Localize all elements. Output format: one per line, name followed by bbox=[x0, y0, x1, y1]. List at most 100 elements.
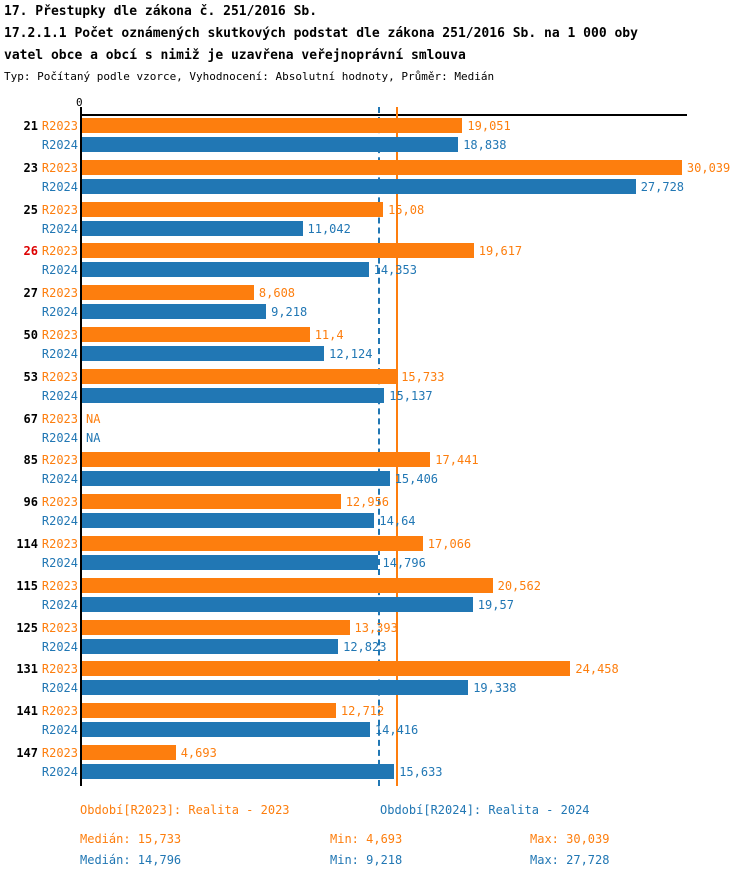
bar-value-label: 14,416 bbox=[374, 723, 419, 738]
chart-category-row: 50 R2023 11,4 R2024 12,124 bbox=[0, 327, 750, 369]
stat-min-r2023: Min: 4,693 bbox=[330, 832, 403, 846]
bar-value-label: 14,353 bbox=[373, 263, 417, 278]
bar-r2024 bbox=[82, 764, 395, 779]
chart-category-row: 27 R2023 8,608 R2024 9,218 bbox=[0, 285, 750, 327]
chart-rows: 21 R2023 19,051 R2024 18,838 23 R2023 30,039 R20… bbox=[0, 118, 750, 787]
bar-r2024 bbox=[82, 178, 636, 194]
offenses-bar-chart: 17. Přestupky dle zákona č. 251/2016 Sb.… bbox=[0, 4, 750, 787]
series-label-r2024: R2024 bbox=[41, 723, 78, 738]
series-label-r2024: R2024 bbox=[41, 639, 78, 654]
category-label: 26 bbox=[23, 244, 38, 259]
series-label-r2024: R2024 bbox=[41, 305, 78, 320]
x-axis-zero-tick-label: 0 bbox=[76, 96, 83, 109]
bar-value-label: 12,124 bbox=[329, 347, 373, 361]
category-label: 141 bbox=[16, 704, 38, 719]
series-label-r2024: R2024 bbox=[41, 347, 78, 361]
bar-value-label: 19,051 bbox=[467, 119, 511, 133]
bar-value-label: 11,4 bbox=[314, 328, 344, 342]
series-label-r2023: R2023 bbox=[41, 453, 78, 468]
median-line-r2023 bbox=[396, 107, 399, 786]
series-label-r2024: R2024 bbox=[41, 221, 78, 236]
category-label: 96 bbox=[23, 495, 38, 510]
bar-value-label: NA bbox=[86, 411, 101, 426]
bar-value-label: 13,393 bbox=[354, 620, 398, 635]
bar-value-label: 18,838 bbox=[463, 138, 507, 152]
median-line-r2024 bbox=[377, 107, 380, 786]
chart-category-row: 67 R2023 NA R2024 NA bbox=[0, 411, 750, 453]
series-label-r2023: R2023 bbox=[41, 244, 78, 259]
bar-value-label: 15,406 bbox=[394, 472, 439, 487]
bar-value-label: 20,562 bbox=[497, 578, 541, 593]
stat-median-r2024: Medián: 14,796 bbox=[80, 853, 182, 867]
series-label-r2023: R2023 bbox=[41, 411, 78, 426]
chart-category-row: 21 R2023 19,051 R2024 18,838 bbox=[0, 118, 750, 160]
series-label-r2024: R2024 bbox=[41, 514, 78, 529]
bar-value-label: 15,137 bbox=[389, 388, 433, 403]
x-axis-line bbox=[80, 114, 687, 116]
series-label-r2024: R2024 bbox=[41, 138, 78, 152]
bar-r2024 bbox=[82, 220, 303, 236]
stat-max-r2023: Max: 30,039 bbox=[530, 832, 610, 846]
bar-value-label: 19,617 bbox=[478, 244, 523, 259]
bar-r2023 bbox=[82, 201, 384, 217]
chart-category-row: 53 R2023 15,733 R2024 15,137 bbox=[0, 368, 750, 411]
chart-category-row: 26 R2023 19,617 R2024 14,353 bbox=[0, 243, 750, 285]
category-label: 27 bbox=[23, 286, 38, 301]
bar-r2023 bbox=[82, 536, 423, 551]
series-label-r2023: R2023 bbox=[41, 537, 78, 551]
category-label: 114 bbox=[16, 537, 38, 551]
chart-category-row: 115 R2023 20,562 R2024 19,57 bbox=[0, 577, 750, 620]
series-label-r2023: R2023 bbox=[41, 704, 78, 719]
stat-median-r2023: Medián: 15,733 bbox=[80, 832, 182, 846]
chart-category-row: 96 R2023 12,956 R2024 14,64 bbox=[0, 494, 750, 536]
legend-entry-r2023: Období[R2023]: Realita - 2023 bbox=[80, 803, 290, 817]
series-label-r2023: R2023 bbox=[41, 746, 78, 760]
indicator-title-line2: vatel obce a obcí s nimiž je uzavřena ve… bbox=[4, 48, 466, 63]
series-label-r2024: R2024 bbox=[41, 430, 78, 445]
chart-category-row: 125 R2023 13,393 R2024 12,823 bbox=[0, 619, 750, 662]
bar-r2023 bbox=[82, 452, 431, 468]
indicator-title-line1: 17.2.1.1 Počet oznámených skutkových pod… bbox=[4, 26, 638, 41]
series-label-r2023: R2023 bbox=[41, 369, 78, 384]
bar-r2023 bbox=[82, 159, 682, 175]
category-label: 25 bbox=[23, 202, 38, 217]
category-label: 85 bbox=[23, 453, 38, 468]
bar-r2024 bbox=[82, 596, 473, 612]
bar-r2024 bbox=[82, 346, 325, 361]
category-label: 115 bbox=[16, 578, 38, 593]
bar-r2024 bbox=[82, 513, 375, 529]
category-label: 131 bbox=[16, 662, 38, 677]
chart-category-row: 141 R2023 12,712 R2024 14,416 bbox=[0, 703, 750, 745]
category-label: 53 bbox=[23, 369, 38, 384]
series-label-r2023: R2023 bbox=[41, 119, 78, 133]
bar-r2023 bbox=[82, 118, 463, 133]
bar-r2024 bbox=[82, 262, 369, 278]
bar-value-label: 27,728 bbox=[640, 179, 685, 194]
bar-value-label: 15,733 bbox=[401, 369, 445, 384]
bar-value-label: 14,64 bbox=[379, 514, 416, 529]
series-label-r2024: R2024 bbox=[41, 765, 78, 779]
bar-value-label: 15,633 bbox=[399, 765, 443, 779]
series-label-r2023: R2023 bbox=[41, 328, 78, 342]
bar-value-label: 30,039 bbox=[686, 160, 731, 175]
stat-max-r2024: Max: 27,728 bbox=[530, 853, 610, 867]
bar-r2023 bbox=[82, 327, 310, 342]
series-label-r2023: R2023 bbox=[41, 495, 78, 510]
bar-r2024 bbox=[82, 555, 378, 570]
bar-value-label: 12,823 bbox=[343, 639, 387, 654]
bar-r2023 bbox=[82, 745, 176, 760]
bar-value-label: 19,338 bbox=[473, 681, 517, 696]
category-label: 21 bbox=[23, 119, 38, 133]
series-label-r2024: R2024 bbox=[41, 472, 78, 487]
chart-category-row: 25 R2023 15,08 R2024 11,042 bbox=[0, 201, 750, 244]
series-label-r2023: R2023 bbox=[41, 578, 78, 593]
chart-category-row: 131 R2023 24,458 R2024 19,338 bbox=[0, 661, 750, 703]
series-label-r2024: R2024 bbox=[41, 388, 78, 403]
bar-r2024 bbox=[82, 137, 459, 152]
report-section-title: 17. Přestupky dle zákona č. 251/2016 Sb. bbox=[4, 4, 318, 19]
category-label: 23 bbox=[23, 160, 38, 175]
bar-r2023 bbox=[82, 703, 336, 719]
bar-value-label: 24,458 bbox=[575, 662, 619, 677]
stat-min-r2024: Min: 9,218 bbox=[330, 853, 403, 867]
bar-r2024 bbox=[82, 638, 339, 654]
